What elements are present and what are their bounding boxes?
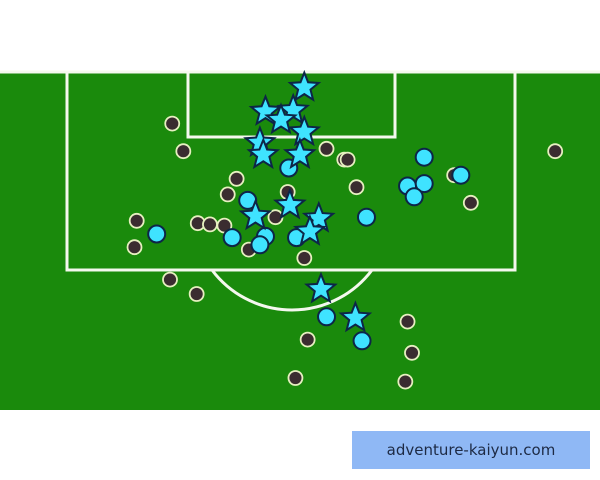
off-target-shot-marker <box>296 250 313 266</box>
on-target-shot-marker <box>404 187 424 207</box>
on-target-shot-marker <box>414 174 434 194</box>
goal-star-marker <box>304 271 338 304</box>
on-target-shot-marker <box>222 228 242 248</box>
goal-star-marker <box>287 114 322 147</box>
goal-star-marker <box>272 187 307 220</box>
goal-star-marker <box>238 198 273 231</box>
off-target-shot-marker <box>287 370 304 386</box>
off-target-shot-marker <box>397 373 414 390</box>
off-target-shot-marker <box>318 140 335 157</box>
off-target-shot-marker <box>399 313 416 330</box>
on-target-shot-marker <box>414 147 434 167</box>
goal-star-marker <box>248 93 283 126</box>
on-target-shot-marker <box>352 331 372 351</box>
off-target-shot-marker <box>339 151 356 168</box>
off-target-shot-marker <box>128 212 145 229</box>
off-target-shot-marker <box>547 143 564 160</box>
off-target-shot-marker <box>462 194 479 211</box>
off-target-shot-marker <box>126 239 143 256</box>
goal-star-marker <box>287 69 322 102</box>
on-target-shot-marker <box>317 307 337 327</box>
on-target-shot-marker <box>250 235 270 255</box>
goal-star-marker <box>293 213 327 246</box>
off-target-shot-marker <box>219 186 236 203</box>
penalty-arc <box>210 269 374 312</box>
off-target-shot-marker <box>162 271 178 288</box>
off-target-shot-marker <box>299 331 316 348</box>
off-target-shot-marker <box>348 179 365 196</box>
on-target-shot-marker <box>147 224 167 244</box>
watermark: adventure-kaiyun.com <box>352 431 590 469</box>
off-target-shot-marker <box>175 143 192 160</box>
goal-star-marker <box>282 137 317 170</box>
six-yard-box <box>186 70 397 139</box>
goal-star-marker <box>301 200 336 233</box>
off-target-shot-marker <box>228 170 245 187</box>
pitch-markings <box>0 70 600 312</box>
on-target-shot-marker <box>451 165 471 185</box>
off-target-shot-marker <box>188 286 205 302</box>
goal-star-marker <box>264 102 298 135</box>
off-target-shot-marker <box>202 216 218 233</box>
off-target-shot-marker <box>404 344 420 361</box>
on-target-shot-marker <box>356 207 376 227</box>
goal-star-marker <box>338 300 373 333</box>
watermark-text: adventure-kaiyun.com <box>386 441 556 459</box>
off-target-shot-marker <box>164 115 181 132</box>
goal-star-marker <box>246 137 281 170</box>
